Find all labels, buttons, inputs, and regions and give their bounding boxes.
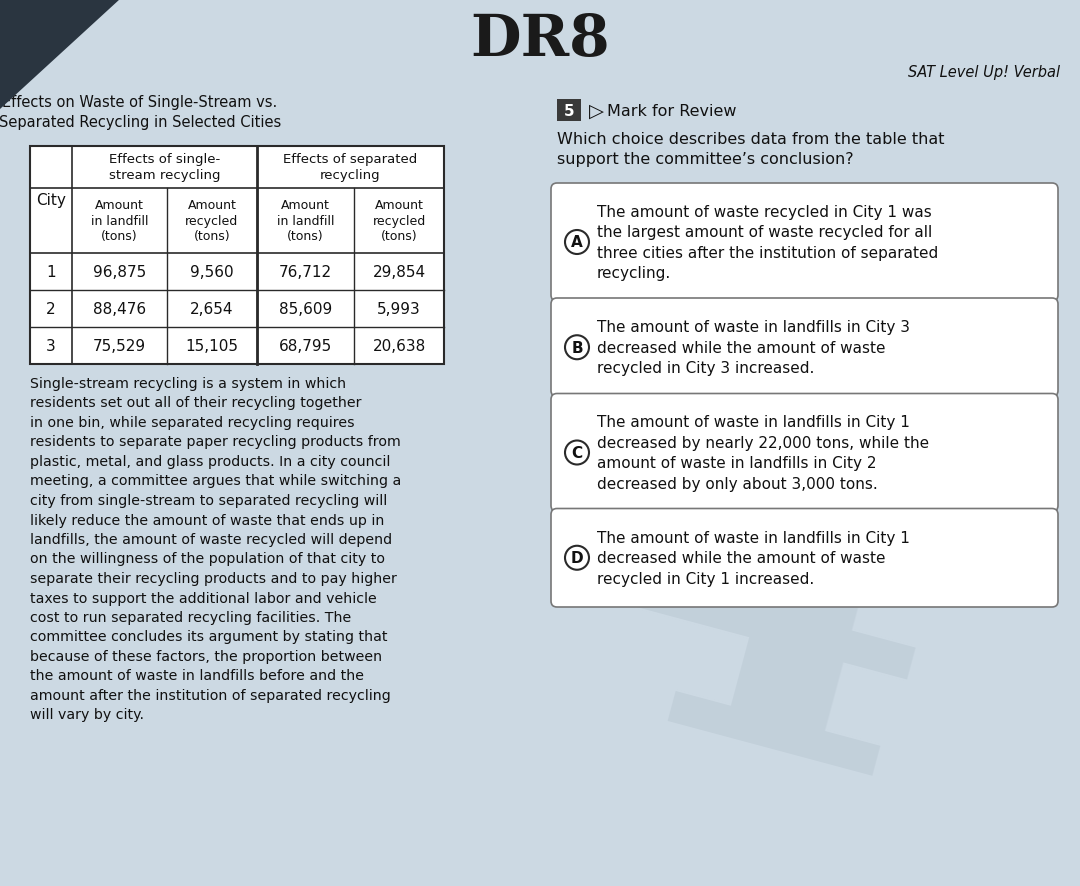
Text: 1: 1: [46, 265, 56, 280]
Text: 15,105: 15,105: [186, 338, 239, 354]
Text: Single-stream recycling is a system in which
residents set out all of their recy: Single-stream recycling is a system in w…: [30, 377, 402, 722]
Text: 88,476: 88,476: [93, 301, 146, 316]
Text: Which choice describes data from the table that
support the committee’s conclusi: Which choice describes data from the tab…: [557, 132, 945, 167]
Text: Amount
in landfill
(tons): Amount in landfill (tons): [276, 199, 334, 244]
FancyBboxPatch shape: [551, 509, 1058, 607]
Text: A: A: [571, 236, 583, 250]
Text: 76,712: 76,712: [279, 265, 332, 280]
Text: 2,654: 2,654: [190, 301, 233, 316]
Circle shape: [565, 336, 589, 360]
Circle shape: [565, 230, 589, 254]
Text: 5,993: 5,993: [377, 301, 421, 316]
Text: Amount
in landfill
(tons): Amount in landfill (tons): [91, 199, 148, 244]
Text: 3: 3: [46, 338, 56, 354]
Text: 75,529: 75,529: [93, 338, 146, 354]
Text: 5: 5: [564, 104, 575, 119]
Bar: [30, 147, 444, 364]
Text: The amount of waste in landfills in City 1
decreased while the amount of waste
r: The amount of waste in landfills in City…: [597, 530, 909, 586]
Text: 4: 4: [516, 305, 1003, 886]
FancyBboxPatch shape: [551, 299, 1058, 397]
Text: 68,795: 68,795: [279, 338, 333, 354]
Text: The amount of waste in landfills in City 3
decreased while the amount of waste
r: The amount of waste in landfills in City…: [597, 320, 910, 376]
Polygon shape: [0, 0, 120, 110]
Text: DR8: DR8: [470, 12, 610, 68]
FancyBboxPatch shape: [551, 394, 1058, 512]
Text: The amount of waste in landfills in City 1
decreased by nearly 22,000 tons, whil: The amount of waste in landfills in City…: [597, 415, 929, 491]
Text: 2: 2: [46, 301, 56, 316]
FancyBboxPatch shape: [551, 183, 1058, 301]
Text: D: D: [570, 550, 583, 565]
Text: 29,854: 29,854: [373, 265, 426, 280]
Text: The amount of waste recycled in City 1 was
the largest amount of waste recycled : The amount of waste recycled in City 1 w…: [597, 205, 939, 281]
Text: City: City: [36, 193, 66, 207]
Text: Effects of single-
stream recycling: Effects of single- stream recycling: [109, 153, 220, 183]
Text: Mark for Review: Mark for Review: [607, 104, 737, 119]
Circle shape: [565, 546, 589, 570]
Text: 20,638: 20,638: [373, 338, 426, 354]
Text: C: C: [571, 446, 582, 461]
Text: Amount
recycled
(tons): Amount recycled (tons): [373, 199, 426, 244]
Text: 85,609: 85,609: [279, 301, 333, 316]
Text: 9,560: 9,560: [190, 265, 233, 280]
Text: 96,875: 96,875: [93, 265, 146, 280]
Text: B: B: [571, 340, 583, 355]
Text: Amount
recycled
(tons): Amount recycled (tons): [186, 199, 239, 244]
Text: Effects of separated
recycling: Effects of separated recycling: [283, 153, 418, 183]
Circle shape: [565, 441, 589, 465]
Text: Effects on Waste of Single-Stream vs.
Separated Recycling in Selected Cities: Effects on Waste of Single-Stream vs. Se…: [0, 95, 281, 129]
Text: SAT Level Up! Verbal: SAT Level Up! Verbal: [908, 65, 1059, 80]
Text: ▷: ▷: [589, 101, 604, 120]
Bar: [557, 100, 581, 122]
